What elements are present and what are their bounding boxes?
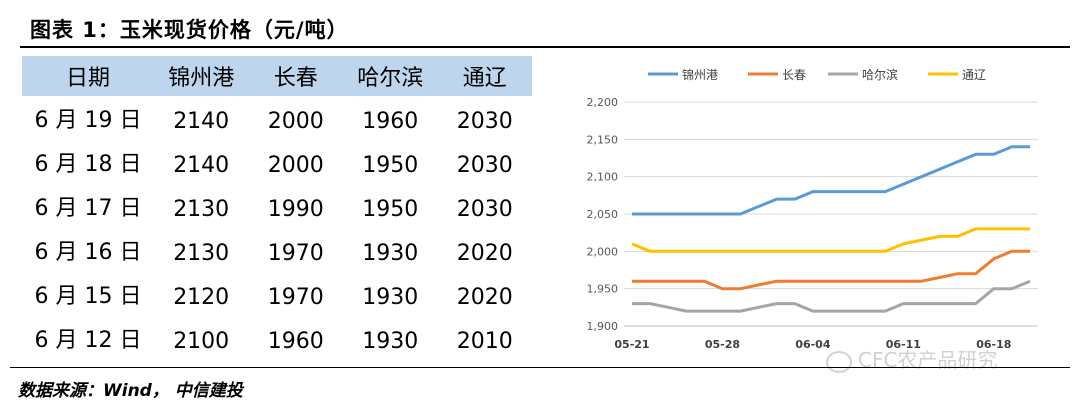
x-tick-label: 05-28: [705, 338, 740, 351]
cell-value: 2020: [456, 284, 513, 310]
cell-value: 2020: [456, 240, 513, 266]
cell-value: 2130: [173, 196, 230, 222]
series-line-2: [632, 279, 1031, 313]
y-tick-label: 2,100: [587, 171, 619, 184]
cell-value: 2030: [456, 196, 513, 222]
series-line-0: [632, 145, 1030, 216]
cell-value: 1970: [267, 284, 324, 310]
table-row: 6 月 15 日 2120 1970 1930 2020: [22, 272, 532, 316]
price-table: 日期 锦州港 长春 哈尔滨 通辽 6 月 19 日 2140 2000 1960…: [22, 56, 532, 360]
cell-value: 2100: [173, 328, 230, 354]
legend-label: 哈尔滨: [862, 67, 898, 82]
figure-title: 图表 1：玉米现货价格（元/吨）: [30, 18, 349, 42]
cell-value: 1990: [267, 196, 324, 222]
y-tick-label: 1,900: [587, 320, 619, 333]
source-note: 数据来源：Wind， 中信建投: [18, 381, 243, 401]
table-row: 6 月 18 日 2140 2000 1950 2030: [22, 140, 532, 184]
bottom-rule: [10, 367, 1070, 368]
cell-value: 2030: [456, 108, 513, 134]
wechat-icon: [826, 350, 852, 373]
cell-date: 6 月 17 日: [34, 196, 142, 221]
y-tick-label: 1,950: [587, 283, 619, 296]
x-tick-label: 06-18: [976, 338, 1011, 351]
cell-value: 1950: [362, 196, 419, 222]
cell-value: 1960: [267, 328, 324, 354]
x-tick-label: 06-11: [886, 338, 921, 351]
cell-value: 1960: [362, 108, 419, 134]
x-tick-label: 05-21: [614, 338, 649, 351]
header-changchun: 长春: [273, 66, 318, 91]
table-row: 6 月 17 日 2130 1990 1950 2030: [22, 184, 532, 228]
table-row: 6 月 19 日 2140 2000 1960 2030: [22, 96, 532, 140]
watermark-text: CFC农产品研究: [858, 348, 998, 372]
cell-value: 2140: [173, 152, 230, 178]
y-tick-label: 2,200: [587, 96, 619, 109]
cell-date: 6 月 12 日: [34, 328, 142, 353]
series-line-3: [631, 227, 1030, 253]
header-date: 日期: [65, 66, 110, 91]
cell-value: 1930: [362, 240, 419, 266]
cell-value: 2000: [267, 108, 324, 134]
cell-value: 2120: [173, 284, 230, 310]
cell-date: 6 月 18 日: [34, 152, 142, 177]
cell-value: 2010: [456, 328, 513, 354]
cell-date: 6 月 15 日: [34, 284, 142, 309]
table-row: 6 月 16 日 2130 1970 1930 2020: [22, 228, 532, 272]
top-rule: [20, 46, 1070, 48]
cell-value: 1930: [362, 328, 419, 354]
cell-value: 2030: [456, 152, 513, 178]
header-tongliao: 通辽: [462, 66, 507, 91]
legend-label: 长春: [782, 68, 806, 82]
series-line-1: [632, 249, 1030, 291]
cell-date: 6 月 19 日: [34, 108, 142, 133]
price-line-chart: 1,900 1,950 2,000 2,050 2,100 2,150 2,200 05-21…: [587, 67, 1038, 351]
y-tick-label: 2,000: [587, 245, 619, 258]
table-header: 日期 锦州港 长春 哈尔滨 通辽: [22, 56, 532, 96]
header-jinzhou: 锦州港: [168, 66, 235, 91]
table-row: 6 月 12 日 2100 1960 1930 2010: [22, 316, 532, 360]
cell-value: 1970: [267, 240, 324, 266]
cell-value: 2140: [173, 108, 230, 134]
cell-value: 2130: [173, 240, 230, 266]
legend-label: 锦州港: [682, 68, 718, 82]
y-tick-label: 2,150: [587, 133, 619, 146]
legend-label: 通辽: [962, 68, 986, 82]
watermark: CFC农产品研究: [826, 344, 997, 373]
y-tick-label: 2,050: [587, 208, 619, 221]
cell-date: 6 月 16 日: [34, 240, 142, 265]
header-harbin: 哈尔滨: [357, 66, 424, 91]
x-tick-label: 06-04: [795, 338, 831, 351]
cell-value: 2000: [267, 152, 324, 178]
cell-value: 1950: [362, 152, 419, 178]
cell-value: 1930: [362, 284, 419, 310]
